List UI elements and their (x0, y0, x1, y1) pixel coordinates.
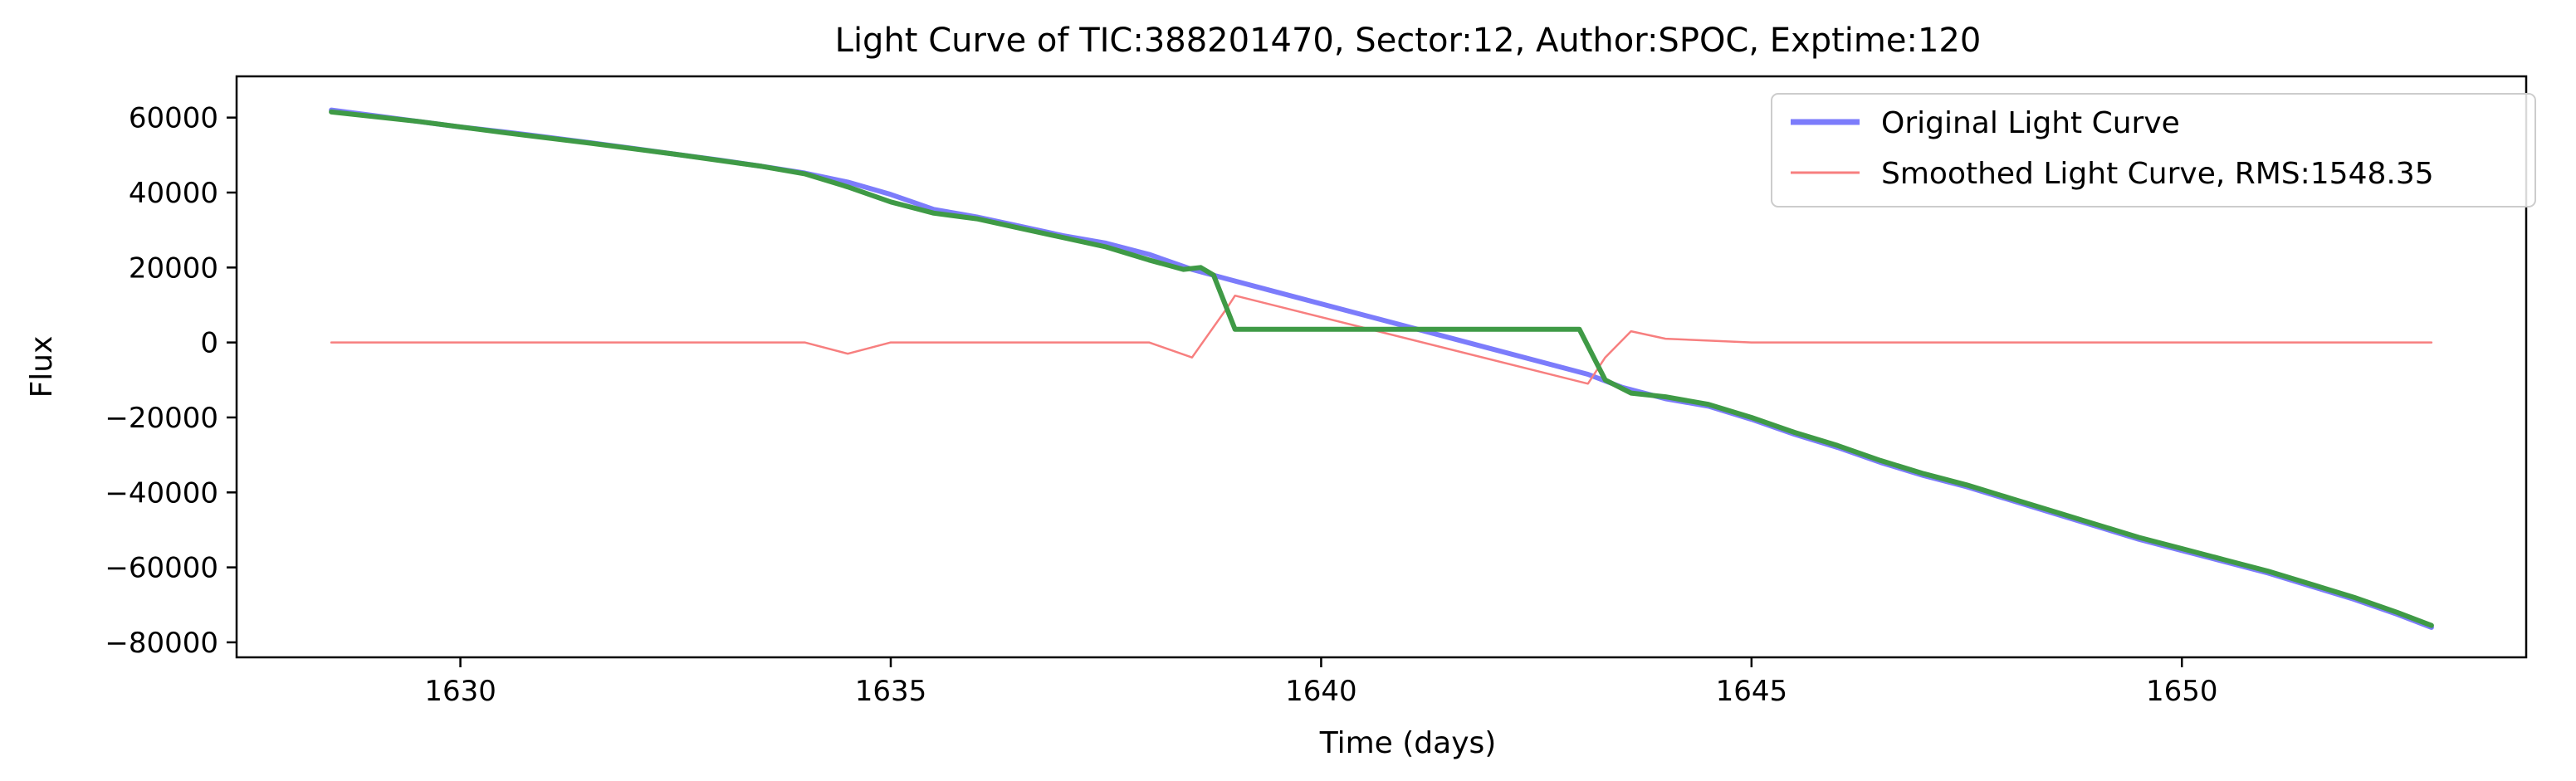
legend: Original Light Curve Smoothed Light Curv… (1771, 93, 2536, 207)
legend-label-original: Original Light Curve (1881, 106, 2180, 140)
y-tick-label: −60000 (105, 552, 218, 585)
y-tick-label: 60000 (129, 102, 218, 135)
y-axis: 60000 40000 20000 0 −20000 −40000 −60000 −80000 (105, 102, 237, 660)
y-tick-label: 20000 (129, 251, 218, 285)
plot-frame (235, 75, 2528, 659)
y-tick-label: −40000 (105, 476, 218, 510)
y-tick-label: −80000 (105, 627, 218, 660)
x-axis: 1630 1635 1640 1645 1650 (424, 657, 2218, 708)
y-tick-label: 0 (200, 327, 218, 360)
x-tick-label: 1650 (2146, 675, 2218, 708)
x-tick-label: 1640 (1285, 675, 1357, 708)
series-trend-line (329, 109, 2434, 628)
y-tick-label: 40000 (129, 177, 218, 210)
y-tick-label: −20000 (105, 402, 218, 435)
x-tick-label: 1635 (855, 675, 927, 708)
x-tick-label: 1630 (424, 675, 496, 708)
x-axis-label: Time (days) (1319, 726, 1497, 760)
x-tick-label: 1645 (1716, 675, 1788, 708)
legend-label-smoothed: Smoothed Light Curve, RMS:1548.35 (1881, 157, 2434, 191)
chart-title: Light Curve of TIC:388201470, Sector:12,… (835, 22, 1982, 60)
legend-box (1771, 93, 2536, 207)
y-axis-label: Flux (25, 336, 59, 398)
